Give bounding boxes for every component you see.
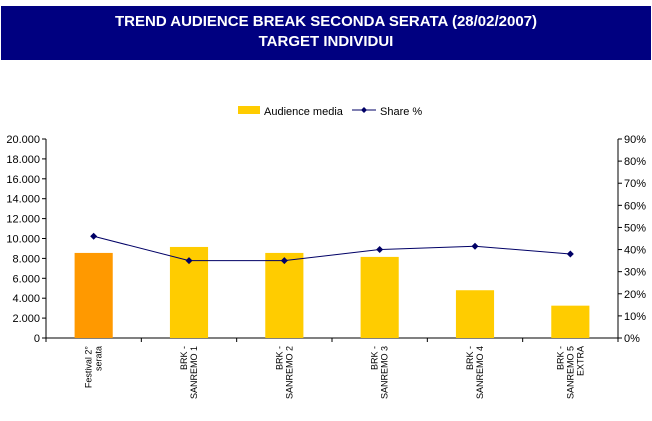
left-tick-label: 8.000: [12, 253, 40, 265]
axes: 0 2.000 4.000 6.000 8.000 10.000 12.000 14.000 1…: [6, 134, 646, 345]
share-line: [90, 232, 574, 265]
category-label-5: EXTRA: [575, 346, 585, 376]
left-tick-label: 12.000: [6, 214, 40, 226]
bar-5: [551, 305, 590, 338]
share-point-4: [471, 242, 479, 250]
share-point-0: [90, 232, 98, 240]
right-tick-label: 0%: [624, 333, 640, 345]
category-label-3: BRK -: [370, 346, 380, 370]
category-label-4: SANREMO 4: [475, 346, 485, 399]
left-tick-label: 0: [34, 333, 40, 345]
category-labels: Festival 2° serata BRK - SANREMO 1 BRK - SANR…: [84, 346, 586, 399]
right-tick-label: 40%: [624, 245, 646, 257]
left-tick-label: 20.000: [6, 134, 40, 146]
share-point-2: [280, 257, 288, 265]
category-label-4: BRK -: [465, 346, 475, 370]
right-tick-label: 50%: [624, 222, 646, 234]
legend-swatch-marker: [361, 107, 367, 113]
category-label-5: BRK -: [555, 346, 565, 370]
right-tick-label: 20%: [624, 289, 646, 301]
category-label-2: BRK -: [274, 346, 284, 370]
chart-title: TREND AUDIENCE BREAK SECONDA SERATA (28/…: [114, 13, 538, 30]
left-tick-label: 2.000: [12, 313, 40, 325]
share-point-3: [376, 246, 384, 254]
left-tick-label: 10.000: [6, 234, 40, 246]
share-line-path: [93, 235, 571, 262]
bar-3: [360, 256, 399, 338]
left-tick-label: 14.000: [6, 194, 40, 206]
category-label-1: BRK -: [179, 346, 189, 370]
legend-label-bar: Audience media: [264, 106, 344, 118]
bar-0: [74, 252, 113, 338]
legend-swatch-bar: [238, 106, 260, 114]
right-tick-label: 80%: [624, 156, 646, 168]
right-tick-label: 90%: [624, 134, 646, 146]
share-point-5: [566, 250, 574, 258]
category-label-1: SANREMO 1: [189, 346, 199, 399]
right-tick-label: 60%: [624, 200, 646, 212]
legend: Audience media Share %: [238, 106, 422, 118]
right-tick-label: 30%: [624, 267, 646, 279]
chart-title-banner: TREND AUDIENCE BREAK SECONDA SERATA (28/…: [1, 6, 651, 60]
left-tick-label: 6.000: [12, 273, 40, 285]
category-label-2: SANREMO 2: [284, 346, 294, 399]
chart-subtitle: TARGET INDIVIDUI: [258, 33, 394, 50]
bars: [74, 246, 590, 338]
category-label-0: Festival 2°: [84, 346, 94, 389]
category-label-0: serata: [94, 346, 104, 371]
left-tick-label: 16.000: [6, 174, 40, 186]
left-tick-label: 18.000: [6, 154, 40, 166]
right-tick-label: 10%: [624, 311, 646, 323]
right-tick-label: 70%: [624, 178, 646, 190]
left-tick-label: 4.000: [12, 293, 40, 305]
bar-4: [455, 290, 495, 338]
bar-2: [265, 252, 304, 338]
legend-label-line: Share %: [380, 106, 422, 118]
category-label-5: SANREMO 5: [565, 346, 575, 399]
share-point-1: [185, 257, 193, 265]
category-label-3: SANREMO 3: [380, 346, 390, 399]
